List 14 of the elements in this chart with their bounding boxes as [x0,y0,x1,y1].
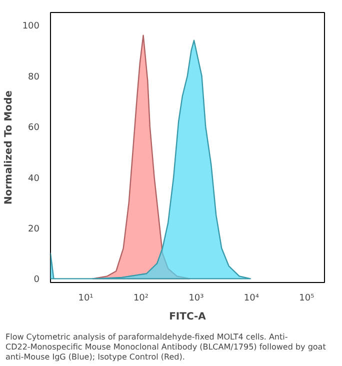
x-axis-title: FITC-A [169,312,206,322]
y-tick-label: 60 [28,123,40,134]
text: Flow Cytometric analysis of paraformaldehyde-fixed MOLT4 cells. Anti-CD22-Monospecific Mouse Monoclonal Antibody (BLCAM/1795) followed by goat anti-Mouse IgG (Blue); Isotype Control (Red). [6,332,326,362]
y-tick-label: 80 [28,72,40,82]
y-tick-label: 40 [28,174,40,184]
x-tick-label: 10⁵ [299,294,315,304]
y-tick-label: 20 [28,224,40,234]
x-tick-label: 10³ [188,294,204,304]
y-tick-label: 0 [34,275,40,286]
x-tick-label: 10² [133,294,149,304]
y-axis-title: Normalized To Mode [3,90,14,205]
x-tick-label: 10⁴ [244,294,260,304]
x-tick-label: 10¹ [78,294,94,304]
y-tick-label: 100 [22,22,40,32]
